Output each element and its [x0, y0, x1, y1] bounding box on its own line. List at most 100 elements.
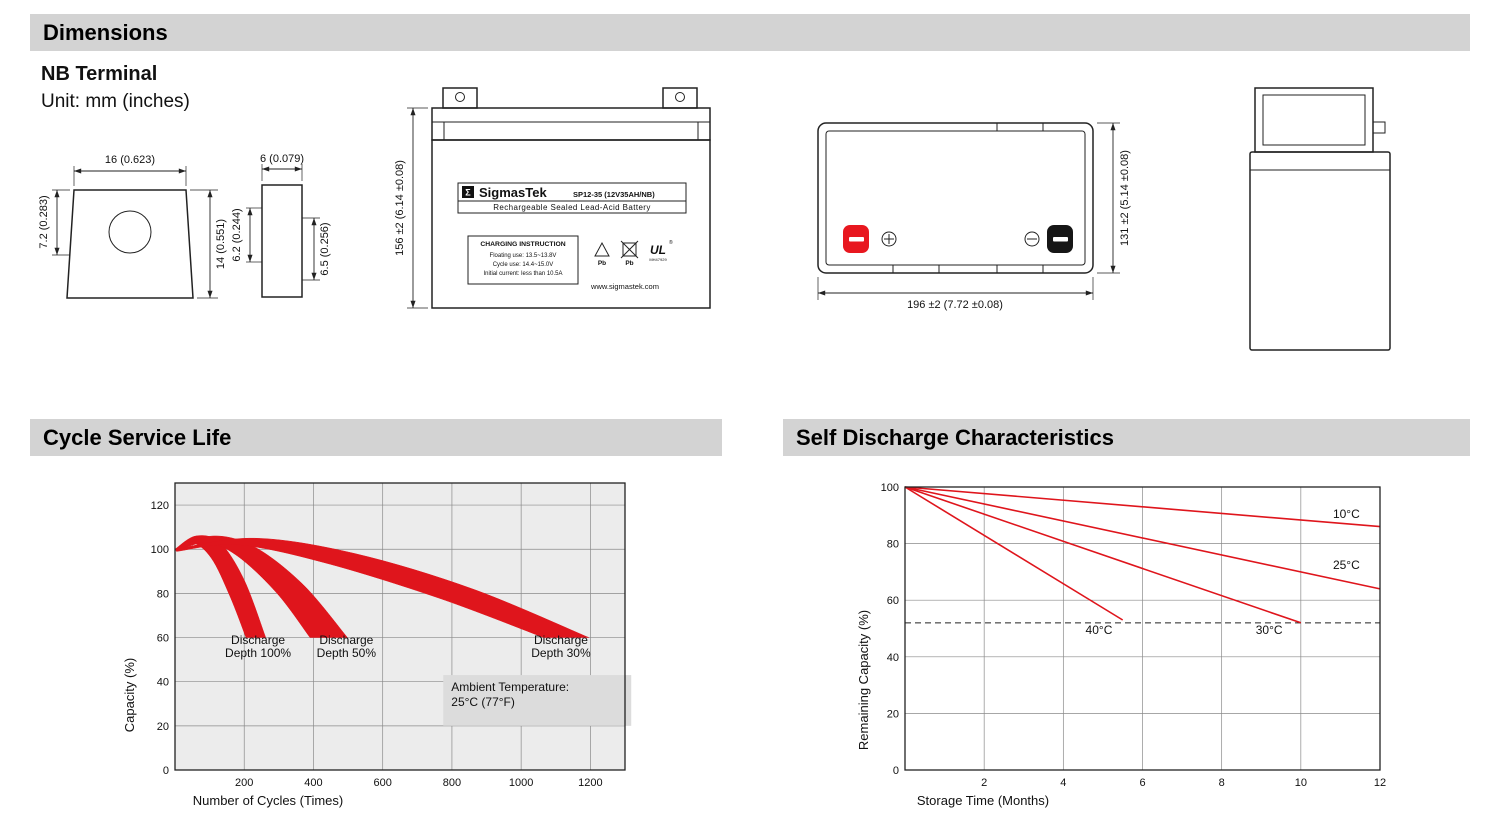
dimensions-title: Dimensions: [43, 19, 168, 45]
series-line: [904, 486, 1124, 621]
y-tick-label: 60: [887, 595, 899, 607]
plus-symbol-icon: [881, 231, 897, 247]
y-axis-title: Capacity (%): [122, 658, 137, 732]
top-width-dimension: 196 ±2 (7.72 ±0.08): [817, 277, 1094, 311]
series-line: [904, 486, 1302, 624]
battery-body: [431, 139, 711, 309]
y-tick-label: 80: [157, 588, 169, 600]
side-view-outline: [1249, 87, 1391, 351]
charging-instruction-box: [467, 235, 579, 285]
cycle-service-life-title: Cycle Service Life: [43, 424, 232, 450]
upper-height-dimension: 7.2 (0.283): [38, 189, 70, 256]
minus-bar: [849, 237, 864, 242]
sigma-logo: [462, 186, 474, 198]
band-label: Depth 100%: [225, 646, 291, 660]
plot-border: [904, 486, 1381, 771]
battery-side-view-drawing: [1249, 87, 1391, 351]
ul-mark-icon: UL ® MH47929: [649, 239, 673, 262]
series-label: 40°C: [1086, 623, 1113, 637]
model-number: SP12-35 (12V35AH/NB): [573, 190, 655, 199]
top-depth-dimension: 131 ±2 (5.14 ±0.08): [1097, 122, 1131, 274]
top-view-outline: [817, 122, 1094, 274]
cycle-service-life-header: Cycle Service Life: [30, 419, 722, 456]
charging-line-3: Initial current: less than 10.5A: [483, 271, 562, 277]
terminal-upper-height-dim-label: 7.2 (0.283): [38, 195, 50, 248]
x-tick-label: 1200: [578, 777, 602, 789]
section-right-dim-label: 6.5 (0.256): [319, 222, 331, 275]
section-width-dim-label: 6 (0.079): [260, 153, 304, 165]
terminal-hole: [108, 210, 152, 254]
total-height-dimension: 14 (0.551): [190, 189, 227, 299]
x-tick-label: 1000: [509, 777, 533, 789]
dimensions-section-header: Dimensions: [30, 14, 1470, 51]
series-label: 30°C: [1256, 623, 1283, 637]
note-text: Ambient Temperature:: [451, 680, 569, 694]
terminal-type-title: NB Terminal: [41, 63, 158, 85]
bottom-notch-left: [892, 264, 940, 274]
side-nub: [1372, 121, 1386, 134]
note-text: 25°C (77°F): [451, 695, 515, 709]
section-right-dimension: 6.5 (0.256): [302, 217, 331, 281]
recycle-pb-icon: Pb: [594, 241, 610, 267]
top-width-dim-label: 196 ±2 (7.72 ±0.08): [907, 299, 1003, 311]
section-width-dimension: 6 (0.079): [260, 153, 304, 181]
x-tick-label: 600: [374, 777, 392, 789]
top-notch: [996, 122, 1044, 132]
band-label: Discharge: [319, 633, 373, 647]
y-tick-label: 100: [151, 544, 169, 556]
plot-border: [174, 482, 626, 771]
y-axis-title: Remaining Capacity (%): [856, 610, 871, 750]
website-text: www.sigmastek.com: [590, 282, 659, 291]
x-tick-label: 12: [1374, 777, 1386, 789]
side-body: [1249, 151, 1391, 351]
y-tick-label: 40: [887, 652, 899, 664]
brand-name: SigmasTek: [479, 185, 547, 200]
self-discharge-title: Self Discharge Characteristics: [796, 424, 1114, 450]
x-tick-label: 4: [1060, 777, 1066, 789]
x-tick-label: 6: [1139, 777, 1145, 789]
y-tick-label: 100: [881, 482, 899, 494]
note-box: [443, 675, 632, 726]
band-label: Depth 30%: [531, 646, 591, 660]
battery-front-view-drawing: Σ SigmasTek SP12-35 (12V35AH/NB) Recharg…: [394, 87, 711, 309]
band-label: Discharge: [534, 633, 588, 647]
y-tick-label: 120: [151, 500, 169, 512]
crossed-bin-icon: Pb: [620, 240, 639, 267]
sigma-glyph: Σ: [465, 188, 471, 198]
charging-line-2: Cycle use: 14.4~15.0V: [493, 262, 554, 268]
battery-outline: [431, 87, 711, 309]
series-line: [904, 486, 1381, 590]
width-dimension: 16 (0.623): [73, 154, 187, 186]
y-tick-label: 0: [163, 765, 169, 777]
pb-label-2: Pb: [625, 260, 633, 267]
terminal-width-dim-label: 16 (0.623): [105, 154, 155, 166]
ul-number: MH47929: [649, 257, 667, 262]
negative-terminal-red: [843, 225, 869, 253]
x-tick-label: 8: [1219, 777, 1225, 789]
section-left-dimension: 6.2 (0.244): [231, 207, 262, 263]
ul-registered: ®: [669, 239, 673, 246]
y-tick-label: 60: [157, 633, 169, 645]
section-left-dim-label: 6.2 (0.244): [231, 208, 243, 261]
band-label: Depth 50%: [317, 646, 377, 660]
y-tick-label: 20: [887, 708, 899, 720]
x-tick-label: 200: [235, 777, 253, 789]
unit-label: Unit: mm (inches): [41, 91, 190, 112]
y-tick-label: 80: [887, 539, 899, 551]
terminal-front-drawing: 16 (0.623) 7.2 (0.283) 14 (0.551): [38, 154, 227, 299]
x-axis-title: Storage Time (Months): [917, 793, 1049, 808]
charging-title: CHARGING INSTRUCTION: [480, 241, 565, 248]
y-tick-label: 20: [157, 721, 169, 733]
discharge-band: [174, 537, 589, 638]
charging-line-1: Floating use: 13.5~13.8V: [490, 253, 557, 259]
label-subtitle: Rechargeable Sealed Lead-Acid Battery: [493, 203, 651, 212]
hatched-section: [261, 184, 303, 298]
x-tick-label: 400: [304, 777, 322, 789]
battery-top-view-drawing: 196 ±2 (7.72 ±0.08) 131 ±2 (5.14 ±0.08): [817, 122, 1131, 311]
x-tick-label: 2: [981, 777, 987, 789]
y-tick-label: 40: [157, 677, 169, 689]
positive-terminal-black: [1047, 225, 1073, 253]
x-tick-label: 10: [1295, 777, 1307, 789]
pb-label-1: Pb: [598, 260, 606, 267]
series-label: 10°C: [1333, 507, 1360, 521]
